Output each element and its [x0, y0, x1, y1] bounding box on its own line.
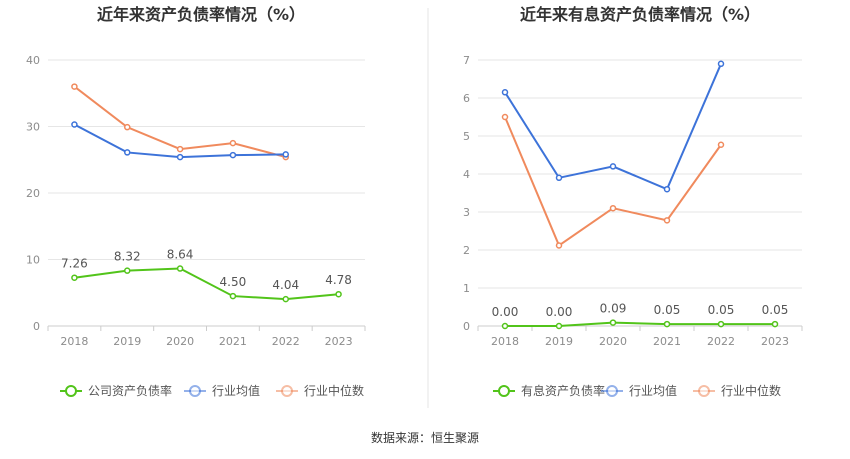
legend-label: 行业均值 [629, 383, 677, 398]
y-tick-label: 1 [463, 282, 470, 295]
data-label: 4.04 [272, 278, 299, 292]
legend-marker [189, 385, 201, 397]
legend-marker [698, 385, 710, 397]
data-point[interactable] [229, 292, 237, 300]
y-tick-label: 7 [463, 54, 470, 67]
data-point[interactable] [335, 290, 342, 298]
legend-label: 公司资产负债率 [88, 383, 172, 398]
legend-label: 行业中位数 [304, 383, 364, 398]
series-line [504, 63, 722, 191]
data-point[interactable] [717, 60, 725, 68]
data-point[interactable] [555, 322, 563, 330]
data-label: 8.32 [114, 250, 141, 264]
x-tick-label: 2019 [113, 335, 141, 348]
data-point[interactable] [663, 320, 671, 328]
y-tick-label: 20 [26, 187, 40, 200]
x-tick-label: 2018 [60, 335, 88, 348]
data-point[interactable] [555, 242, 563, 249]
y-tick-label: 0 [463, 320, 470, 333]
data-point[interactable] [176, 145, 184, 153]
data-point[interactable] [176, 153, 184, 161]
data-point[interactable] [282, 151, 289, 158]
data-point[interactable] [609, 319, 617, 326]
x-tick-label: 2022 [707, 335, 735, 348]
data-point[interactable] [176, 265, 184, 272]
data-label: 0.00 [492, 305, 519, 319]
data-label: 7.26 [61, 257, 88, 271]
data-point[interactable] [717, 320, 725, 328]
chart-panel-2: 近年来有息资产负债率情况（%） 0 1 2 3 4 5 6 7 2018 2019 2020 2021 2… [463, 5, 803, 398]
data-point[interactable] [124, 267, 131, 274]
data-point[interactable] [71, 274, 78, 281]
data-label: 4.50 [220, 275, 247, 289]
legend-label: 有息资产负债率 [521, 383, 605, 398]
series-line [74, 267, 339, 301]
data-point[interactable] [71, 83, 78, 90]
data-point[interactable] [124, 123, 131, 131]
data-point[interactable] [609, 204, 617, 212]
x-tick-label: 2020 [166, 335, 194, 348]
x-tick-label: 2023 [325, 335, 353, 348]
chart-title: 近年来资产负债率情况（%） [97, 5, 305, 24]
y-tick-label: 0 [33, 320, 40, 333]
data-point[interactable] [229, 139, 237, 147]
data-point[interactable] [555, 174, 563, 182]
legend-item[interactable]: 公司资产负债率 [60, 383, 172, 398]
data-point[interactable] [124, 149, 131, 156]
data-point[interactable] [663, 217, 671, 224]
data-source-note: 数据来源：恒生聚源 [370, 431, 479, 445]
x-tick-label: 2021 [653, 335, 681, 348]
data-point[interactable] [609, 163, 617, 170]
data-label: 0.05 [654, 303, 681, 317]
legend-marker [498, 385, 510, 397]
data-point[interactable] [771, 320, 779, 328]
y-tick-label: 6 [463, 92, 470, 105]
chart-panel-1: 近年来资产负债率情况（%） 0 10 20 30 40 2018 2019 2020 2021 20… [26, 5, 366, 398]
y-tick-label: 10 [26, 254, 40, 267]
data-point[interactable] [501, 89, 509, 96]
legend-item[interactable]: 行业中位数 [276, 383, 364, 398]
data-label: 0.00 [546, 305, 573, 319]
y-tick-label: 3 [463, 206, 470, 219]
x-tick-label: 2021 [219, 335, 247, 348]
legend-label: 行业中位数 [721, 383, 781, 398]
data-point[interactable] [229, 151, 237, 159]
legend-marker [606, 385, 618, 397]
data-point[interactable] [282, 295, 289, 303]
data-point[interactable] [663, 185, 671, 193]
legend-item[interactable]: 行业均值 [601, 383, 677, 398]
data-point[interactable] [501, 322, 509, 330]
data-label: 8.64 [167, 248, 194, 262]
x-tick-label: 2019 [545, 335, 573, 348]
data-label: 4.78 [325, 273, 352, 287]
x-tick-label: 2022 [272, 335, 300, 348]
legend-item[interactable]: 行业均值 [184, 383, 260, 398]
chart-title: 近年来有息资产负债率情况（%） [520, 5, 760, 24]
legend-item[interactable]: 有息资产负债率 [493, 383, 605, 398]
x-tick-label: 2023 [761, 335, 789, 348]
data-point[interactable] [717, 141, 725, 148]
legend-marker [281, 385, 293, 397]
y-tick-label: 30 [26, 121, 40, 134]
series-line [505, 321, 775, 327]
y-tick-label: 2 [463, 244, 470, 257]
data-point[interactable] [71, 121, 78, 128]
data-label: 0.05 [762, 303, 789, 317]
data-label: 0.09 [600, 302, 627, 316]
legend-marker [65, 385, 77, 397]
y-tick-label: 40 [26, 54, 40, 67]
y-tick-label: 5 [463, 130, 470, 143]
legend-item[interactable]: 行业中位数 [693, 383, 781, 398]
legend-label: 行业均值 [212, 383, 260, 398]
data-point[interactable] [501, 113, 509, 121]
x-tick-label: 2018 [491, 335, 519, 348]
x-tick-label: 2020 [599, 335, 627, 348]
data-label: 0.05 [708, 303, 735, 317]
y-tick-label: 4 [463, 168, 470, 181]
